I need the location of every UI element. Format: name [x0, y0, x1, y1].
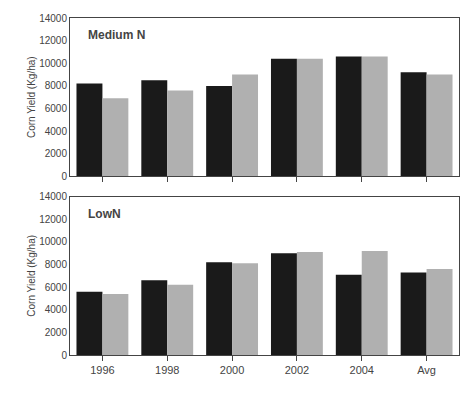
svg-text:12000: 12000 [39, 35, 67, 46]
svg-text:0: 0 [61, 350, 67, 361]
svg-text:Avg: Avg [417, 364, 436, 376]
svg-text:0: 0 [61, 171, 67, 182]
svg-text:8000: 8000 [45, 259, 68, 270]
svg-text:Medium N: Medium N [88, 28, 145, 42]
svg-text:14000: 14000 [39, 191, 67, 202]
svg-text:8000: 8000 [45, 80, 68, 91]
svg-text:14000: 14000 [39, 13, 67, 24]
svg-text:2000: 2000 [45, 327, 68, 338]
svg-text:2000: 2000 [45, 148, 68, 159]
svg-text:1996: 1996 [90, 364, 114, 376]
svg-text:6000: 6000 [45, 103, 68, 114]
svg-text:Corn Yield (Kg/ha): Corn Yield (Kg/ha) [26, 56, 37, 138]
svg-text:4000: 4000 [45, 304, 68, 315]
svg-text:12000: 12000 [39, 214, 67, 225]
svg-text:2002: 2002 [285, 364, 309, 376]
svg-text:6000: 6000 [45, 282, 68, 293]
svg-text:1998: 1998 [155, 364, 179, 376]
svg-text:2000: 2000 [220, 364, 244, 376]
svg-text:2004: 2004 [350, 364, 374, 376]
svg-text:Corn Yield (Kg/ha): Corn Yield (Kg/ha) [26, 235, 37, 317]
svg-text:4000: 4000 [45, 126, 68, 137]
svg-text:10000: 10000 [39, 58, 67, 69]
svg-text:10000: 10000 [39, 236, 67, 247]
svg-text:LowN: LowN [88, 207, 121, 221]
